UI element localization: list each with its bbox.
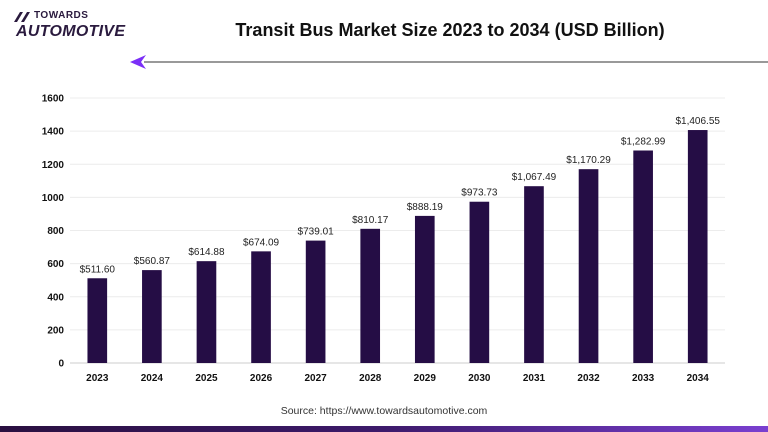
bar xyxy=(524,186,544,363)
bar-value-label: $560.87 xyxy=(134,256,171,267)
bar-value-label: $614.88 xyxy=(188,247,225,258)
bar-value-label: $1,170.29 xyxy=(566,155,611,166)
bar xyxy=(305,240,326,363)
bar-value-label: $1,406.55 xyxy=(675,116,720,127)
bar xyxy=(469,201,490,363)
x-tick-label: 2033 xyxy=(632,373,655,384)
y-tick-label: 0 xyxy=(58,359,64,370)
bar-value-label: $511.60 xyxy=(80,264,116,275)
bar xyxy=(196,261,217,363)
bar-value-label: $1,067.49 xyxy=(512,172,557,183)
page-title: Transit Bus Market Size 2023 to 2034 (US… xyxy=(235,20,665,40)
bar xyxy=(360,228,381,363)
bar-chart: 0 200 400 600 800 1000 1200 1400 1600 $511.60 2023… xyxy=(42,94,725,384)
bar-value-label: $888.19 xyxy=(407,202,444,213)
y-tick-label: 400 xyxy=(47,292,64,303)
x-tick-label: 2030 xyxy=(468,373,491,384)
logo-mark-icon xyxy=(14,12,30,22)
x-tick-label: 2034 xyxy=(687,373,710,384)
y-tick-label: 1400 xyxy=(42,127,65,138)
brand-logo: TOWARDS AUTOMOTIVE xyxy=(12,10,137,44)
x-tick-label: 2032 xyxy=(577,373,600,384)
bar xyxy=(687,130,708,363)
x-tick-label: 2023 xyxy=(86,373,109,384)
x-tick-label: 2029 xyxy=(414,373,437,384)
bar-value-label: $1,282.99 xyxy=(621,137,666,148)
x-tick-label: 2026 xyxy=(250,373,273,384)
source-note: Source: https://www.towardsautomotive.co… xyxy=(280,405,488,417)
x-tick-label: 2024 xyxy=(141,373,164,384)
y-tick-label: 1600 xyxy=(42,94,65,105)
logo-line-1: TOWARDS xyxy=(34,10,89,21)
header-divider xyxy=(130,55,768,69)
bar xyxy=(251,251,271,363)
bar xyxy=(414,215,435,363)
x-tick-label: 2031 xyxy=(523,373,546,384)
bar xyxy=(633,150,653,363)
y-tick-label: 1200 xyxy=(42,160,65,171)
y-tick-label: 1000 xyxy=(42,193,65,204)
y-tick-label: 600 xyxy=(47,259,64,270)
y-tick-label: 800 xyxy=(47,226,64,237)
logo-line-2: AUTOMOTIVE xyxy=(16,23,126,40)
bottom-accent-bar xyxy=(0,426,768,432)
x-tick-label: 2025 xyxy=(195,373,218,384)
bar-value-label: $973.73 xyxy=(461,188,498,199)
bar-value-label: $810.17 xyxy=(352,215,389,226)
bar xyxy=(87,278,108,363)
x-tick-label: 2027 xyxy=(305,373,328,384)
bar-value-label: $739.01 xyxy=(298,227,335,238)
y-tick-label: 200 xyxy=(47,325,64,336)
arrow-left-icon xyxy=(130,55,146,69)
bar xyxy=(578,169,599,363)
bar-value-label: $674.09 xyxy=(243,237,280,248)
bar xyxy=(142,270,162,363)
x-tick-label: 2028 xyxy=(359,373,382,384)
